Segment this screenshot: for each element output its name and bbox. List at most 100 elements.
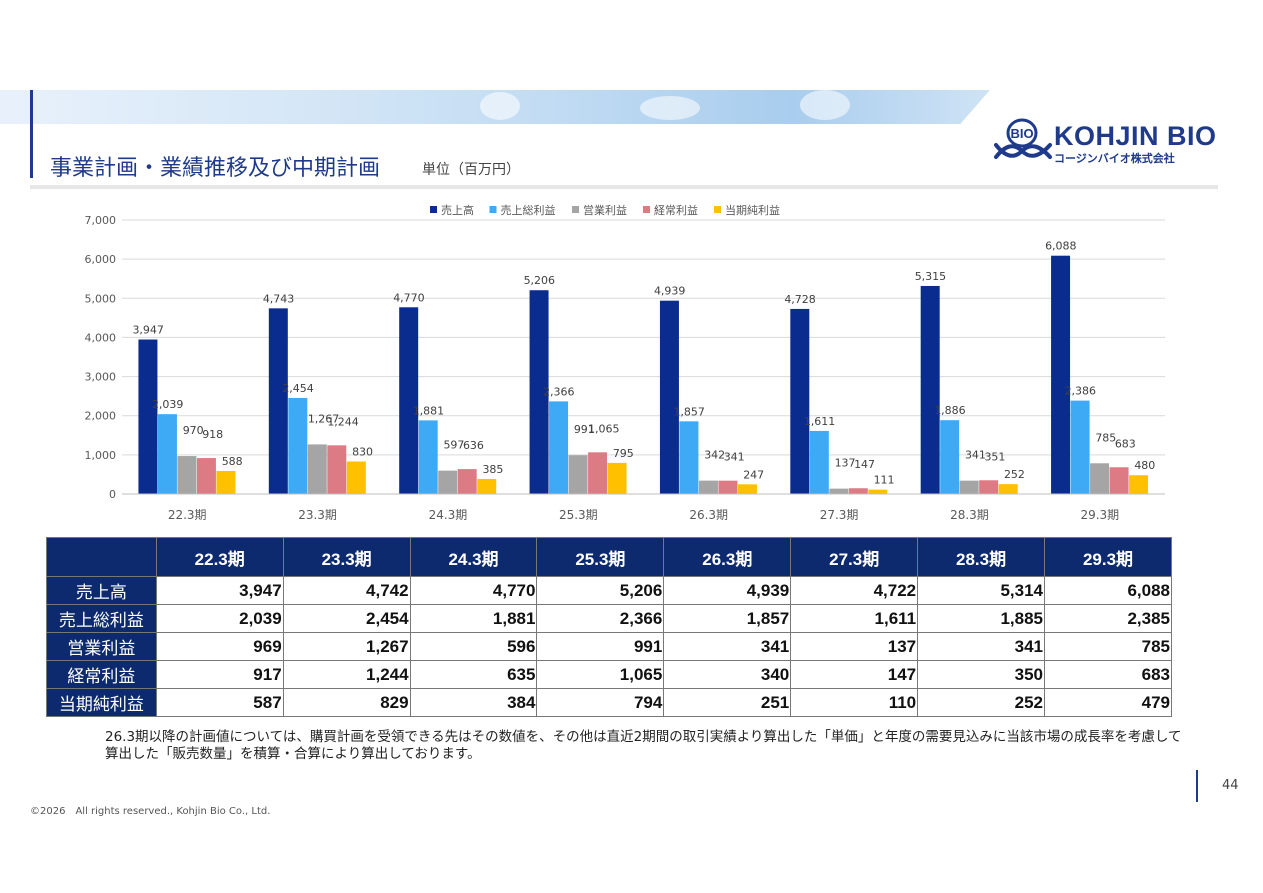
y-tick-label: 0 bbox=[109, 488, 116, 501]
table-cell: 635 bbox=[409, 660, 538, 689]
data-label: 5,315 bbox=[915, 270, 947, 283]
table-cell: 384 bbox=[409, 688, 538, 717]
logo-emblem-icon: BIO bbox=[994, 118, 1052, 159]
data-label: 970 bbox=[183, 424, 204, 437]
data-label: 385 bbox=[482, 463, 503, 476]
row-label: 経常利益 bbox=[46, 660, 157, 689]
y-tick-label: 6,000 bbox=[85, 253, 117, 266]
data-label: 111 bbox=[874, 474, 895, 487]
financial-bar-chart: 0 1,000 2,000 3,000 4,000 5,000 6,000 7,000 売上高 売… bbox=[85, 203, 1165, 522]
bar bbox=[1090, 463, 1110, 494]
data-label: 1,857 bbox=[673, 405, 705, 418]
data-label: 342 bbox=[704, 449, 725, 462]
table-cell: 5,206 bbox=[536, 576, 665, 605]
bar bbox=[307, 444, 327, 494]
data-label: 4,728 bbox=[784, 293, 816, 306]
legend-swatch bbox=[489, 206, 497, 213]
bar bbox=[457, 469, 477, 494]
table-row-sales: 売上高 3,947 4,742 4,770 5,206 4,939 4,722 … bbox=[46, 576, 1172, 605]
table-cell: 1,885 bbox=[917, 604, 1046, 633]
table-cell: 1,244 bbox=[282, 660, 411, 689]
data-label: 341 bbox=[724, 451, 745, 464]
table-cell: 2,385 bbox=[1044, 604, 1172, 633]
legend-label: 売上高 bbox=[441, 203, 474, 217]
bar bbox=[138, 339, 158, 494]
data-label: 2,039 bbox=[152, 398, 184, 411]
table-header-row: 22.3期 23.3期 24.3期 25.3期 26.3期 27.3期 28.3… bbox=[46, 537, 1172, 577]
x-tick-label: 27.3期 bbox=[820, 508, 859, 522]
data-label: 480 bbox=[1134, 459, 1155, 472]
banner-decoration bbox=[480, 92, 520, 120]
data-label: 247 bbox=[743, 468, 764, 481]
bar bbox=[568, 455, 588, 494]
x-tick-label: 25.3期 bbox=[559, 508, 598, 522]
table-cell: 1,857 bbox=[663, 604, 792, 633]
data-label: 137 bbox=[835, 457, 856, 470]
data-label: 1,611 bbox=[804, 415, 836, 428]
page-number: 44 bbox=[1222, 778, 1239, 793]
bar bbox=[659, 300, 679, 494]
column-header: 23.3期 bbox=[282, 537, 411, 577]
data-label: 1,886 bbox=[934, 404, 966, 417]
data-label: 1,065 bbox=[588, 422, 620, 435]
bar bbox=[216, 470, 236, 494]
table-cell: 1,881 bbox=[409, 604, 538, 633]
data-label: 2,454 bbox=[282, 382, 314, 395]
bar bbox=[979, 480, 999, 494]
data-label: 785 bbox=[1095, 431, 1116, 444]
table-cell: 4,722 bbox=[790, 576, 919, 605]
data-label: 1,244 bbox=[327, 415, 359, 428]
table-cell: 110 bbox=[790, 688, 919, 717]
data-label: 351 bbox=[984, 450, 1005, 463]
data-label: 4,770 bbox=[393, 291, 425, 304]
page-title: 事業計画・業績推移及び中期計画 bbox=[50, 156, 381, 181]
y-tick-label: 4,000 bbox=[85, 331, 117, 344]
bar bbox=[737, 484, 757, 494]
bar bbox=[829, 488, 849, 494]
table-cell: 251 bbox=[663, 688, 792, 717]
bar bbox=[940, 420, 960, 494]
data-label: 636 bbox=[463, 439, 484, 452]
legend-label: 営業利益 bbox=[583, 203, 627, 217]
column-header: 27.3期 bbox=[790, 537, 919, 577]
table-cell: 2,039 bbox=[155, 604, 284, 633]
table-cell: 1,065 bbox=[536, 660, 665, 689]
bar bbox=[549, 401, 569, 494]
data-label: 830 bbox=[352, 446, 373, 459]
data-label: 1,881 bbox=[413, 404, 445, 417]
bar bbox=[809, 430, 829, 494]
bar bbox=[588, 452, 608, 494]
bar bbox=[346, 461, 366, 494]
bar bbox=[529, 290, 549, 494]
legend-label: 経常利益 bbox=[654, 203, 698, 217]
x-tick-label: 24.3期 bbox=[429, 508, 468, 522]
logo-mark-text: BIO bbox=[1010, 126, 1033, 141]
column-header: 24.3期 bbox=[409, 537, 538, 577]
title-accent-bar bbox=[30, 90, 33, 178]
logo-name: KOHJIN BIO bbox=[1054, 121, 1217, 151]
y-tick-label: 3,000 bbox=[85, 371, 117, 384]
table-cell: 479 bbox=[1044, 688, 1172, 717]
data-label: 795 bbox=[613, 447, 634, 460]
company-logo: BIO KOHJIN BIO コージンバイオ株式会社 bbox=[992, 117, 1232, 167]
y-tick-label: 1,000 bbox=[85, 449, 117, 462]
bar bbox=[1109, 467, 1129, 494]
bar bbox=[196, 458, 216, 494]
x-tick-label: 26.3期 bbox=[689, 508, 728, 522]
bar bbox=[698, 480, 718, 494]
table-cell: 4,770 bbox=[409, 576, 538, 605]
bar bbox=[327, 445, 347, 494]
data-label: 3,947 bbox=[132, 324, 164, 337]
table-cell: 4,939 bbox=[663, 576, 792, 605]
table-cell: 683 bbox=[1044, 660, 1172, 689]
bar bbox=[920, 285, 940, 494]
table-cell: 969 bbox=[155, 632, 284, 661]
y-tick-label: 7,000 bbox=[85, 214, 117, 227]
bar bbox=[1129, 475, 1149, 494]
data-label: 341 bbox=[965, 449, 986, 462]
bar bbox=[1051, 255, 1071, 494]
table-cell: 794 bbox=[536, 688, 665, 717]
bar bbox=[679, 421, 699, 494]
x-tick-label: 29.3期 bbox=[1080, 508, 1119, 522]
data-label: 588 bbox=[222, 455, 243, 468]
